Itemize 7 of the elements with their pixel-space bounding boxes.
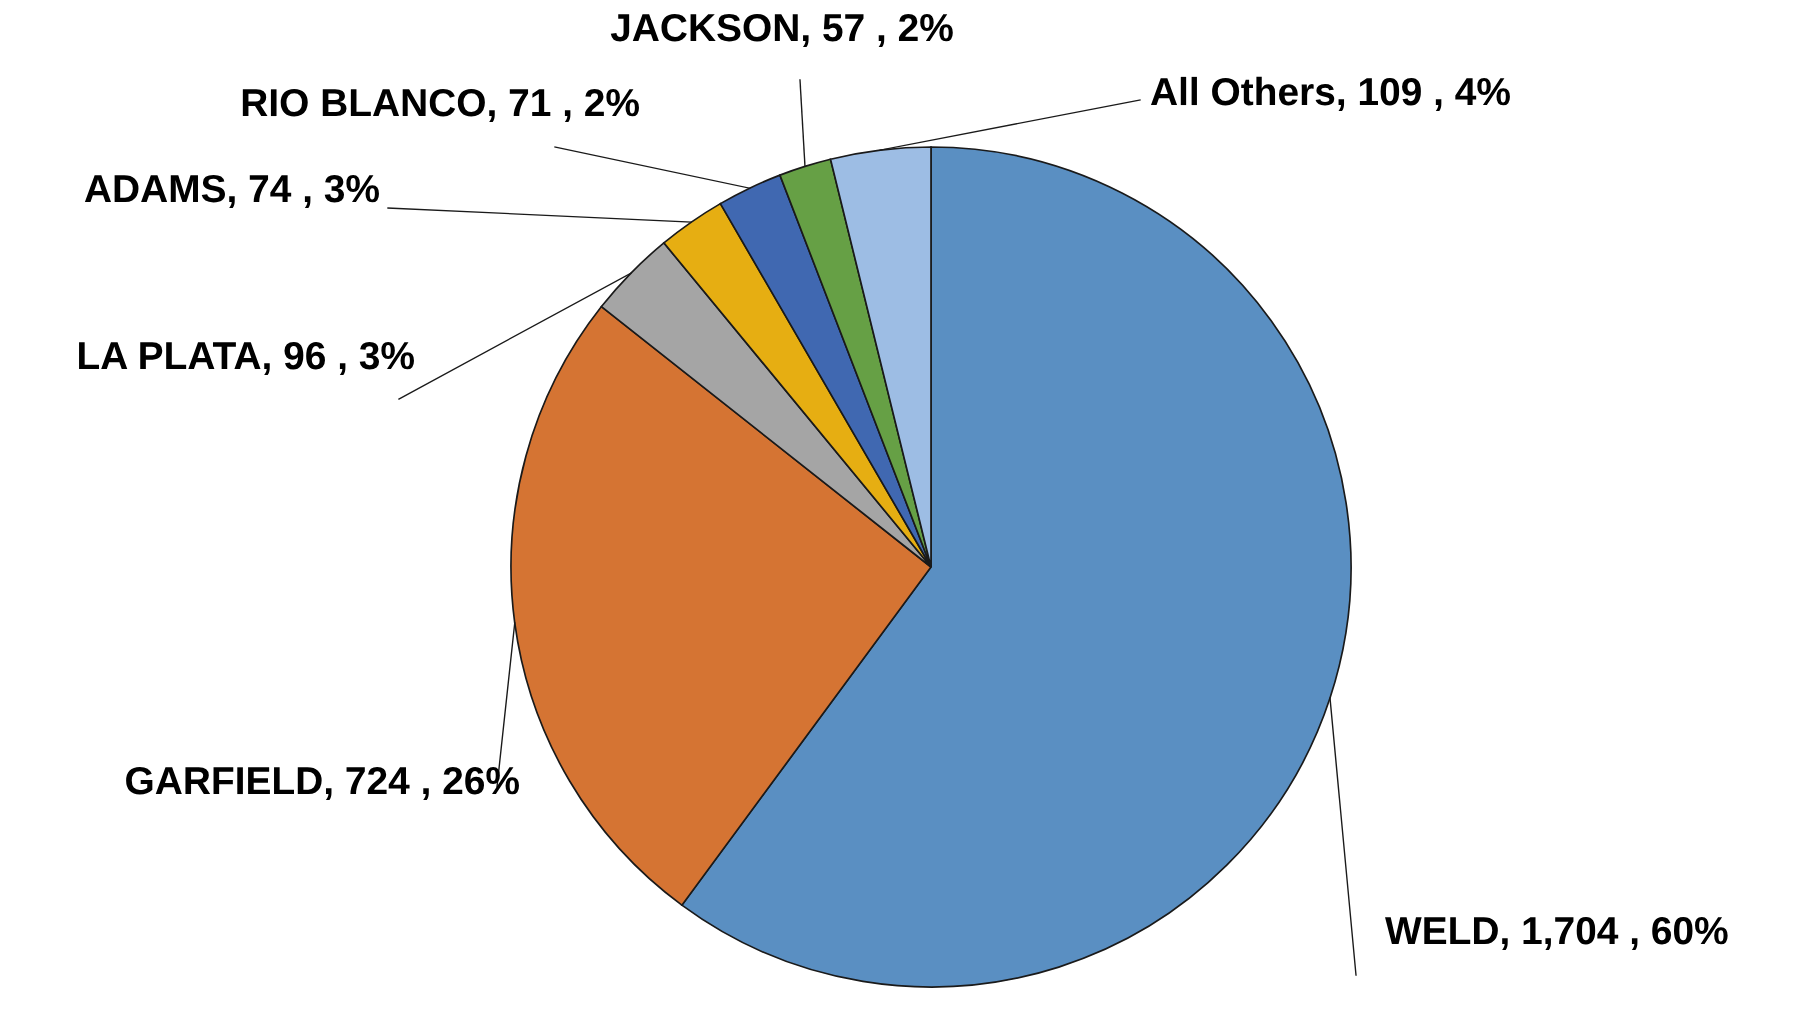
slice-label: All Others, 109 , 4% [1150, 76, 1510, 112]
slice-label: RIO BLANCO, 71 , 2% [242, 88, 639, 123]
slice-label: GARFIELD, 724 , 26% [126, 766, 519, 801]
slice-label: ADAMS, 74 , 3% [84, 174, 379, 209]
slice-label: LA PLATA, 96 , 3% [79, 341, 414, 376]
slice-label: WELD, 1,704 , 60% [1385, 916, 1728, 951]
slice-label: JACKSON, 57 , 2% [610, 13, 953, 48]
